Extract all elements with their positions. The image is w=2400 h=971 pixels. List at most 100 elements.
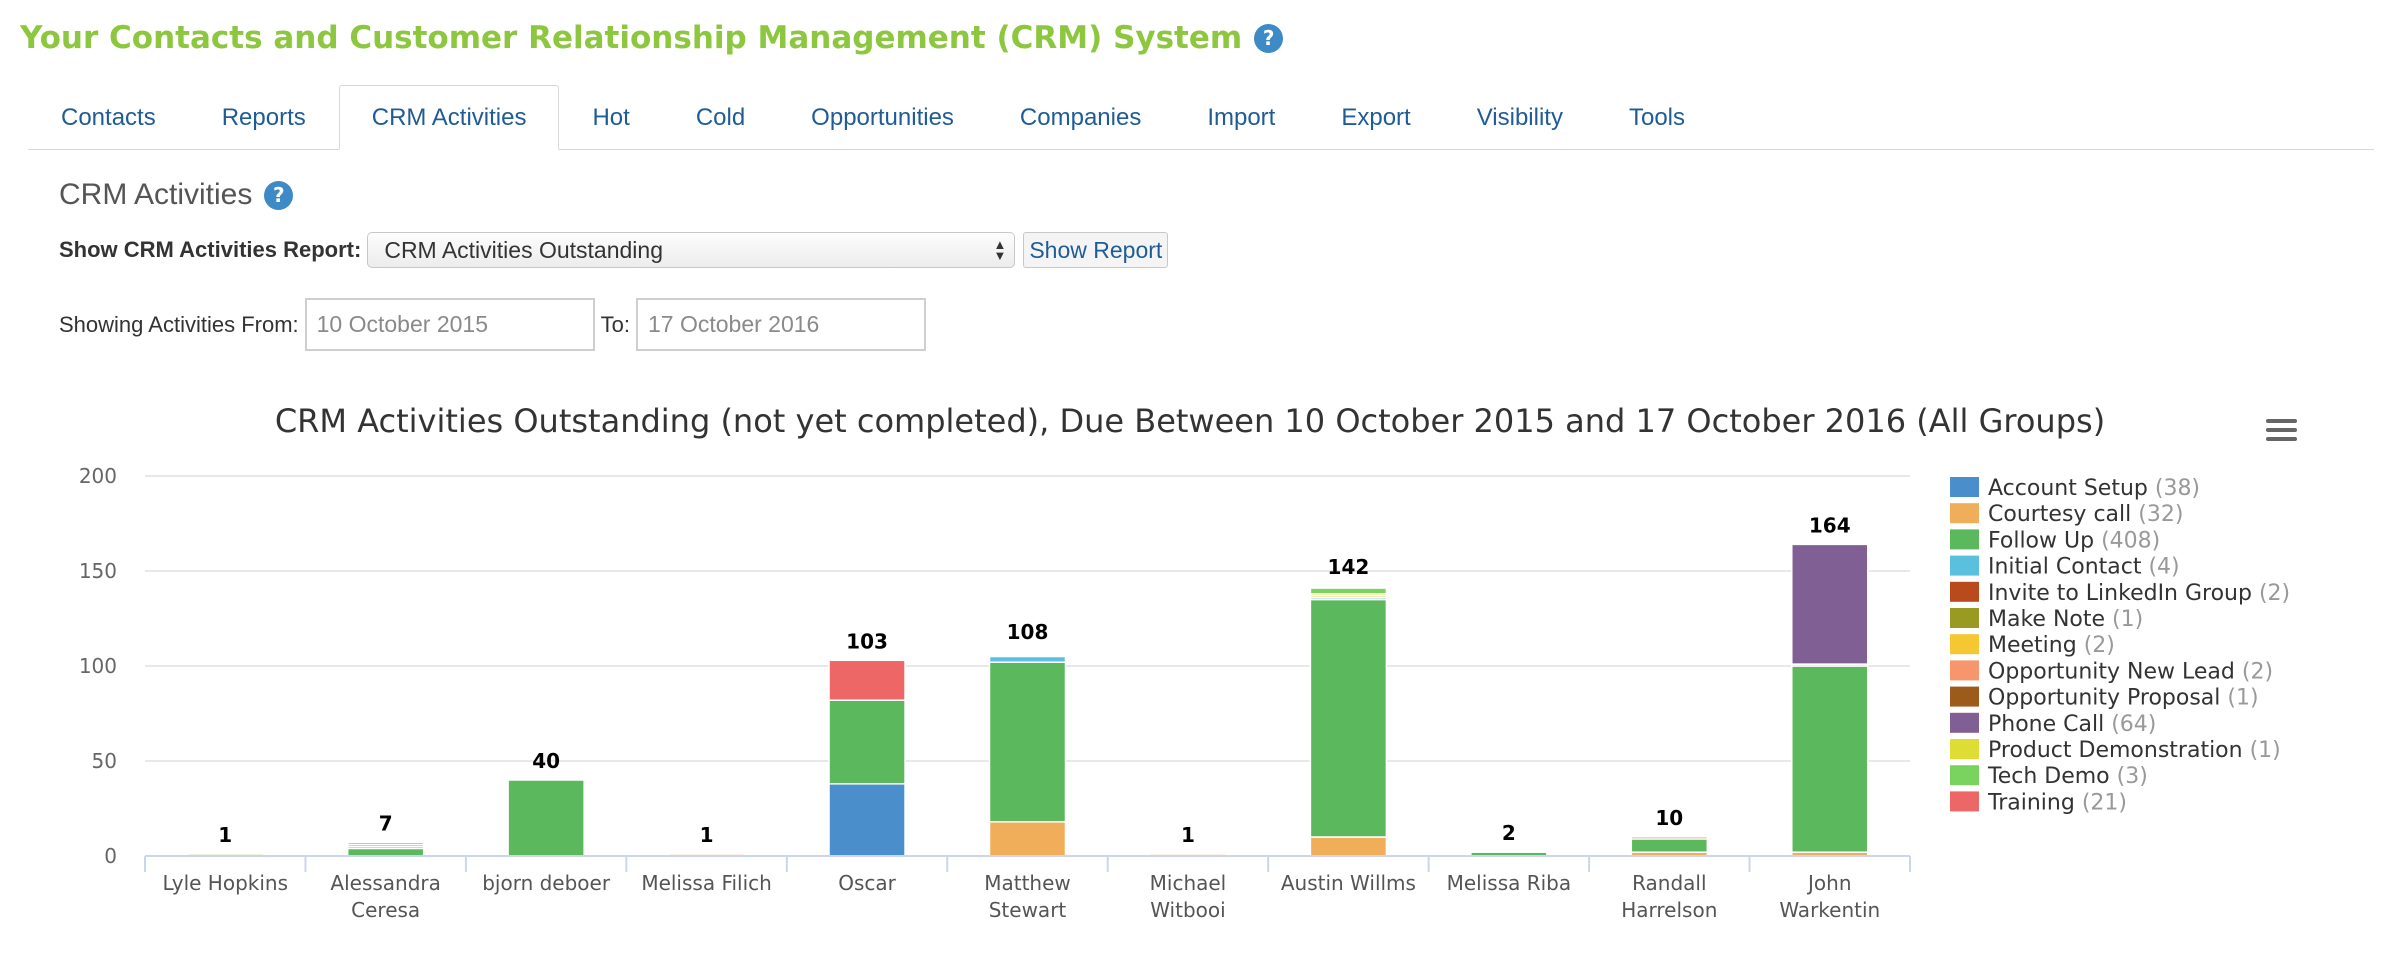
- bar-total-label: 1: [700, 823, 714, 847]
- tab-crm-activities[interactable]: CRM Activities: [338, 85, 560, 150]
- legend-label: Tech Demo (3): [1987, 764, 2148, 789]
- legend-series-name: Account Setup: [1988, 476, 2148, 501]
- bar-segment[interactable]: [1791, 665, 1869, 853]
- legend-item[interactable]: Make Note (1): [1950, 607, 2143, 632]
- app-title: Your Contacts and Customer Relationship …: [20, 20, 1284, 56]
- legend-item[interactable]: Courtesy call (32): [1950, 502, 2183, 527]
- legend-series-name: Make Note: [1988, 607, 2105, 632]
- legend-swatch: [1950, 477, 1979, 497]
- legend-series-name: Phone Call: [1988, 712, 2104, 737]
- tab-hot[interactable]: Hot: [592, 104, 630, 131]
- bar-total-label: 103: [846, 629, 888, 653]
- legend-item[interactable]: Account Setup (38): [1950, 476, 2200, 501]
- x-category-label: Witbooi: [1150, 898, 1225, 922]
- legend-item[interactable]: Opportunity New Lead (2): [1950, 659, 2273, 684]
- y-tick-label: 0: [104, 844, 117, 868]
- legend-series-name: Courtesy call: [1988, 502, 2131, 527]
- bar-segment[interactable]: [507, 779, 585, 857]
- bar-segment[interactable]: [1791, 543, 1869, 665]
- date-to-input[interactable]: 17 October 2016: [636, 298, 926, 351]
- legend-label: Opportunity Proposal (1): [1988, 686, 2259, 711]
- legend-series-name: Meeting: [1988, 633, 2077, 658]
- tab-companies[interactable]: Companies: [1019, 104, 1142, 131]
- legend-series-count: (408): [2101, 528, 2160, 553]
- legend-swatch: [1950, 581, 1979, 602]
- bar-segment[interactable]: [828, 659, 906, 701]
- tab-contacts[interactable]: Contacts: [61, 104, 156, 131]
- hamburger-menu-icon[interactable]: [2262, 416, 2300, 448]
- legend-label: Opportunity New Lead (2): [1988, 659, 2273, 684]
- legend-item[interactable]: Training (21): [1950, 790, 2127, 815]
- y-tick-label: 50: [92, 749, 117, 773]
- legend-series-count: (2): [2242, 659, 2273, 684]
- legend-series-count: (4): [2148, 555, 2179, 580]
- section-title: CRM Activities ?: [59, 178, 294, 212]
- tab-import[interactable]: Import: [1207, 104, 1276, 131]
- select-arrows-icon: ▲ ▼: [993, 237, 1007, 263]
- tab-export[interactable]: Export: [1341, 104, 1411, 131]
- legend-item[interactable]: Follow Up (408): [1950, 528, 2160, 553]
- legend-swatch: [1950, 739, 1979, 759]
- tab-opportunities[interactable]: Opportunities: [811, 104, 954, 131]
- bar-segment[interactable]: [346, 847, 425, 857]
- report-selector-label: Show CRM Activities Report:: [59, 237, 362, 262]
- bar-total-label: 164: [1809, 513, 1851, 537]
- tab-tools[interactable]: Tools: [1628, 104, 1685, 131]
- bar-total-label: 2: [1502, 821, 1516, 845]
- x-category-label: Oscar: [838, 871, 896, 895]
- bar-segment[interactable]: [828, 783, 906, 857]
- legend-item[interactable]: Initial Contact (4): [1950, 555, 2180, 580]
- bar-total-label: 1: [1181, 823, 1195, 847]
- legend-item[interactable]: Phone Call (64): [1950, 712, 2156, 737]
- tab-reports[interactable]: Reports: [221, 104, 306, 131]
- legend-series-count: (38): [2155, 476, 2200, 501]
- legend-item[interactable]: Opportunity Proposal (1): [1950, 686, 2259, 711]
- section-title-text: CRM Activities: [59, 178, 253, 211]
- chart-x-axis: Lyle Hopkins Alessandra Ceresa bjorn deboer…: [144, 855, 1911, 922]
- report-select-value: CRM Activities Outstanding: [384, 236, 663, 263]
- legend-swatch: [1950, 791, 1979, 812]
- x-category-label: bjorn deboer: [482, 871, 611, 895]
- x-category-label: Warkentin: [1779, 898, 1880, 922]
- legend-series-name: Opportunity New Lead: [1988, 659, 2235, 684]
- report-selector-row: Show CRM Activities Report: CRM Activiti…: [59, 232, 1169, 268]
- legend-series-count: (32): [2138, 502, 2183, 527]
- date-from-input[interactable]: 10 October 2015: [304, 298, 595, 351]
- legend-item[interactable]: Invite to LinkedIn Group (2): [1950, 581, 2290, 606]
- date-to-label: To:: [600, 311, 630, 337]
- report-select[interactable]: CRM Activities Outstanding ▲ ▼: [367, 232, 1016, 268]
- x-category-label: Melissa Riba: [1447, 871, 1572, 895]
- x-category-label: Ceresa: [351, 898, 420, 922]
- chart-title: CRM Activities Outstanding (not yet comp…: [275, 402, 2105, 440]
- legend-series-count: (3): [2117, 764, 2148, 789]
- legend-item[interactable]: Tech Demo (3): [1950, 764, 2148, 789]
- tab-cold[interactable]: Cold: [695, 104, 746, 131]
- bar-total-label: 142: [1328, 555, 1370, 579]
- bar-segment[interactable]: [988, 661, 1067, 823]
- legend-swatch: [1950, 686, 1979, 707]
- bar-segment[interactable]: [1630, 838, 1709, 853]
- bar-segment[interactable]: [346, 841, 425, 846]
- bar-segment[interactable]: [988, 821, 1067, 857]
- bar-segment[interactable]: [1630, 836, 1709, 840]
- legend-item[interactable]: Meeting (2): [1950, 633, 2115, 658]
- show-report-button[interactable]: Show Report: [1023, 232, 1169, 268]
- bar-total-label: 10: [1655, 806, 1683, 830]
- bar-segment[interactable]: [1309, 587, 1388, 595]
- bar-segment[interactable]: [988, 655, 1067, 663]
- legend-series-name: Follow Up: [1988, 528, 2094, 553]
- section-help-icon[interactable]: ?: [264, 180, 294, 210]
- activities-chart: CRM Activities Outstanding (not yet comp…: [79, 402, 2300, 922]
- help-icon[interactable]: ?: [1254, 23, 1284, 53]
- legend-series-name: Opportunity Proposal: [1988, 686, 2220, 711]
- bar-segment[interactable]: [1309, 598, 1388, 838]
- legend-item[interactable]: Product Demonstration (1): [1950, 738, 2281, 763]
- legend-label: Meeting (2): [1988, 633, 2115, 658]
- x-category-label: Lyle Hopkins: [162, 871, 288, 895]
- legend-swatch: [1950, 712, 1979, 733]
- bar-segment[interactable]: [828, 699, 906, 785]
- bar-segment[interactable]: [1309, 836, 1388, 857]
- x-category-label: Harrelson: [1621, 898, 1717, 922]
- bar-total-label: 108: [1007, 620, 1049, 644]
- tab-visibility[interactable]: Visibility: [1476, 104, 1563, 131]
